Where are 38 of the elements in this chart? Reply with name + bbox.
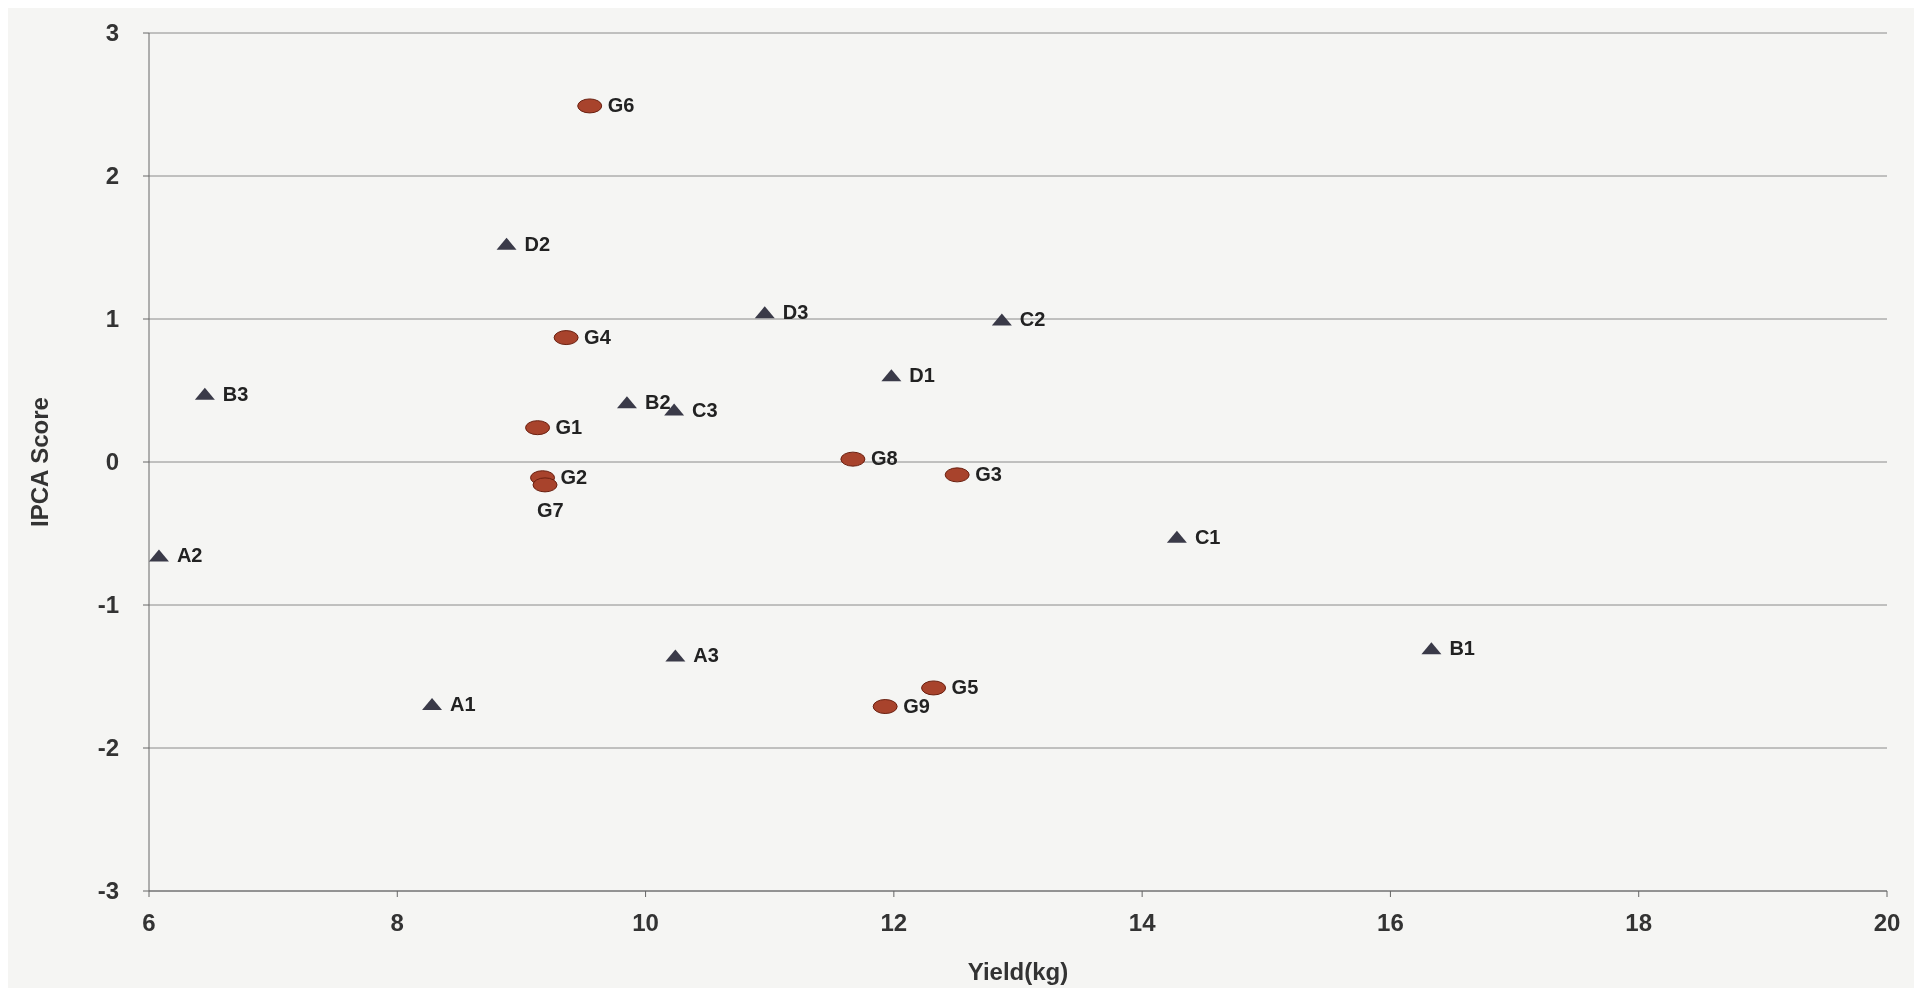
- annotation: G5: [951, 675, 979, 698]
- x-tick-label: 14: [1128, 909, 1157, 936]
- annotation: A3: [693, 644, 719, 667]
- annotation: D2: [524, 232, 551, 255]
- x-tick-label: 8: [390, 909, 404, 936]
- y-tick-label: 2: [105, 162, 119, 189]
- x-tick-label: 6: [142, 909, 156, 936]
- annotation: G8: [870, 447, 898, 470]
- x-tick-label: 12: [880, 909, 908, 936]
- annotation: D1: [909, 364, 935, 387]
- annotation: G3: [975, 462, 1002, 485]
- annotation: A1: [450, 693, 476, 716]
- annotation: G4: [584, 325, 612, 348]
- annotation: G1: [555, 415, 583, 438]
- y-tick-label: -3: [97, 877, 119, 904]
- x-axis-title: Yield(kg): [967, 958, 1069, 985]
- annotation: C3: [692, 398, 718, 421]
- annotation: C1: [1194, 525, 1221, 548]
- y-axis-title: IPCA Score: [26, 397, 53, 527]
- x-tick-label: 18: [1625, 909, 1653, 936]
- x-tick-label: 16: [1377, 909, 1404, 936]
- annotation: A2: [176, 544, 203, 567]
- x-tick-label: 20: [1873, 909, 1901, 936]
- y-tick-label: 3: [105, 19, 119, 46]
- y-tick-label: -1: [97, 591, 119, 618]
- y-tick-label: -2: [97, 734, 119, 761]
- annotation: C2: [1019, 308, 1046, 331]
- annotation: B2: [644, 391, 671, 414]
- annotation: G2: [560, 465, 588, 488]
- x-tick-label: 10: [632, 909, 659, 936]
- annotation: D3: [782, 301, 809, 324]
- annotation: G9: [903, 694, 930, 717]
- annotation: B3: [222, 382, 249, 405]
- y-tick-label: 0: [105, 448, 119, 475]
- annotation: B1: [1449, 637, 1475, 660]
- y-tick-label: 1: [105, 305, 119, 332]
- annotation: G6: [607, 93, 635, 116]
- annotation: G7: [537, 498, 564, 521]
